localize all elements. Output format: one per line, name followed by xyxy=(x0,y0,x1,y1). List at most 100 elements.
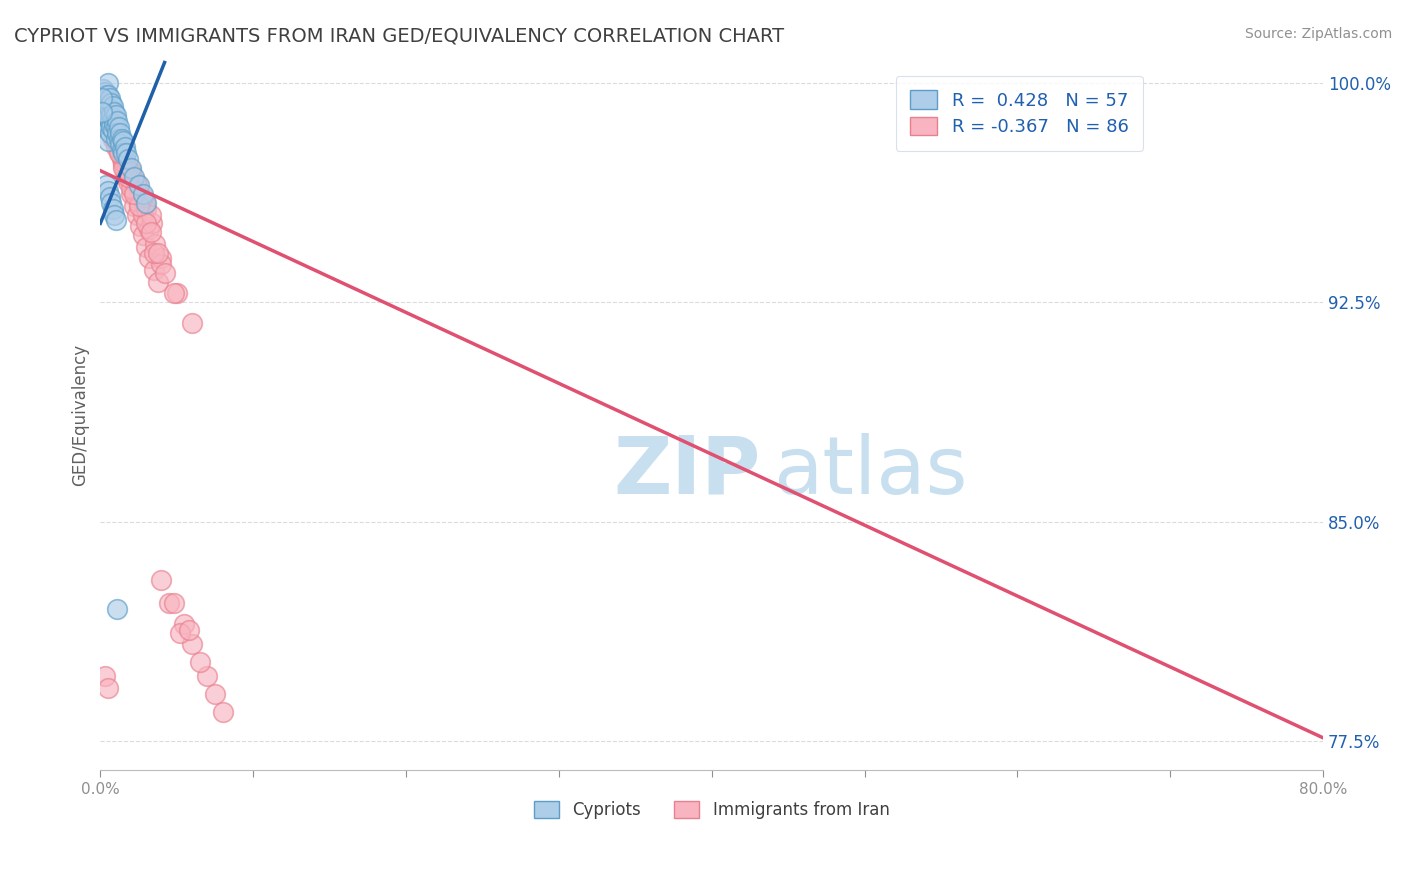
Point xyxy=(107,143,129,157)
Point xyxy=(125,208,148,222)
Point xyxy=(104,120,127,134)
Point xyxy=(139,208,162,222)
Point xyxy=(153,266,176,280)
Point xyxy=(173,616,195,631)
Point xyxy=(96,94,118,108)
Point xyxy=(101,202,124,216)
Point xyxy=(115,146,138,161)
Point xyxy=(93,82,115,96)
Point xyxy=(104,213,127,227)
Point xyxy=(105,137,128,152)
Point xyxy=(163,286,186,301)
Point xyxy=(124,175,146,189)
Point xyxy=(97,681,120,695)
Point xyxy=(105,114,128,128)
Point xyxy=(94,90,117,104)
Point xyxy=(112,135,135,149)
Point xyxy=(181,316,204,330)
Point xyxy=(105,135,128,149)
Point xyxy=(101,122,124,136)
Point xyxy=(125,178,148,193)
Point xyxy=(100,108,122,122)
Point xyxy=(134,195,156,210)
Point xyxy=(96,103,118,117)
Point xyxy=(96,117,118,131)
Point xyxy=(112,161,135,175)
Point xyxy=(120,181,142,195)
Point xyxy=(139,225,162,239)
Point xyxy=(122,187,145,202)
Point xyxy=(97,135,120,149)
Point xyxy=(104,128,127,143)
Point xyxy=(128,178,150,193)
Point xyxy=(101,117,124,131)
Point xyxy=(114,163,136,178)
Point xyxy=(103,117,125,131)
Point xyxy=(142,263,165,277)
Point xyxy=(117,167,139,181)
Point xyxy=(118,163,141,178)
Point xyxy=(114,152,136,166)
Point xyxy=(112,155,135,169)
Point xyxy=(150,257,173,271)
Point xyxy=(115,169,138,184)
Point xyxy=(104,108,127,122)
Point xyxy=(90,105,112,120)
Point xyxy=(117,152,139,166)
Point xyxy=(104,140,127,154)
Point xyxy=(188,655,211,669)
Point xyxy=(93,85,115,99)
Point xyxy=(132,208,155,222)
Point xyxy=(103,208,125,222)
Point xyxy=(103,131,125,145)
Point xyxy=(204,687,226,701)
Point xyxy=(115,158,138,172)
Point xyxy=(97,122,120,136)
Point xyxy=(163,596,186,610)
Point xyxy=(145,236,167,251)
Point xyxy=(138,252,160,266)
Point xyxy=(122,199,145,213)
Point xyxy=(121,172,143,186)
Point xyxy=(120,187,142,202)
Point xyxy=(135,202,157,216)
Point xyxy=(97,76,120,90)
Point xyxy=(129,219,152,234)
Point xyxy=(94,669,117,683)
Text: CYPRIOT VS IMMIGRANTS FROM IRAN GED/EQUIVALENCY CORRELATION CHART: CYPRIOT VS IMMIGRANTS FROM IRAN GED/EQUI… xyxy=(14,27,785,45)
Point xyxy=(142,245,165,260)
Point xyxy=(211,705,233,719)
Point xyxy=(132,227,155,242)
Point xyxy=(110,146,132,161)
Point xyxy=(105,126,128,140)
Point xyxy=(195,669,218,683)
Point xyxy=(101,99,124,113)
Point xyxy=(104,131,127,145)
Point xyxy=(98,90,121,104)
Legend: Cypriots, Immigrants from Iran: Cypriots, Immigrants from Iran xyxy=(527,794,896,826)
Point xyxy=(157,596,180,610)
Point xyxy=(94,114,117,128)
Point xyxy=(150,252,173,266)
Point xyxy=(104,135,127,149)
Point xyxy=(122,169,145,184)
Point xyxy=(114,140,136,154)
Text: Source: ZipAtlas.com: Source: ZipAtlas.com xyxy=(1244,27,1392,41)
Point xyxy=(97,111,120,125)
Point xyxy=(110,146,132,161)
Point xyxy=(101,126,124,140)
Point xyxy=(111,131,134,145)
Point xyxy=(111,143,134,157)
Point xyxy=(110,126,132,140)
Point xyxy=(120,161,142,175)
Point xyxy=(141,216,163,230)
Point xyxy=(135,216,157,230)
Point xyxy=(98,126,121,140)
Point xyxy=(110,146,132,161)
Point xyxy=(97,184,120,198)
Point xyxy=(148,245,170,260)
Point xyxy=(97,99,120,113)
Point xyxy=(132,187,155,202)
Point xyxy=(107,120,129,134)
Text: ZIP: ZIP xyxy=(613,433,761,510)
